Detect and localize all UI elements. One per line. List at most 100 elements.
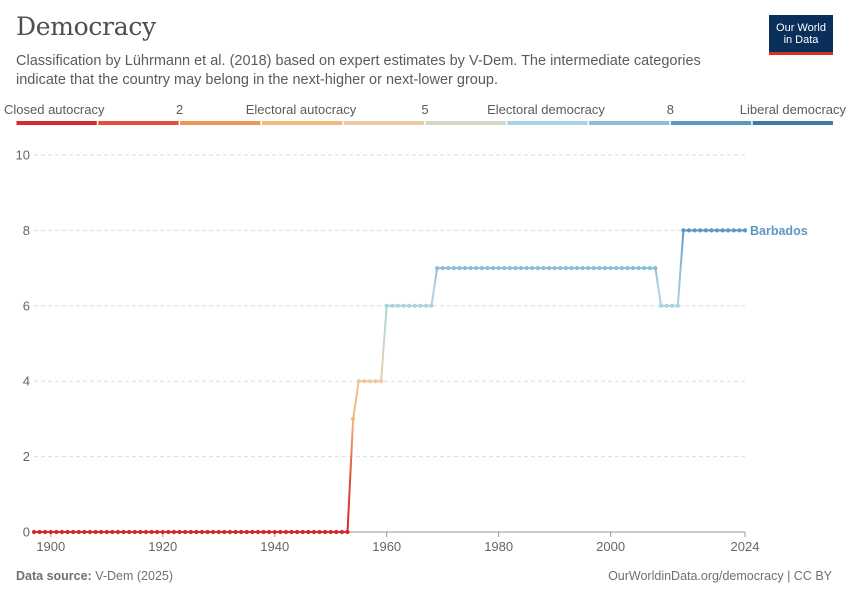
data-point (267, 529, 272, 535)
data-point (395, 303, 400, 308)
data-point (479, 266, 484, 271)
data-point (642, 266, 647, 271)
data-point (619, 266, 624, 271)
data-point (272, 529, 277, 535)
legend-label: 2 (176, 102, 183, 117)
y-tick-label: 8 (23, 223, 30, 238)
data-point (737, 228, 742, 233)
data-point (149, 529, 154, 535)
data-point (71, 529, 76, 535)
data-point (490, 266, 496, 271)
data-point (233, 529, 238, 535)
data-point (160, 529, 165, 535)
data-point (390, 303, 395, 308)
legend-label: 5 (421, 102, 428, 117)
legend-color-segment (180, 121, 261, 125)
series-line-segment (346, 417, 355, 533)
data-point (261, 529, 266, 535)
data-point (423, 303, 428, 308)
data-point (709, 228, 714, 233)
data-point (468, 266, 473, 271)
legend-label: Electoral democracy (487, 102, 605, 117)
data-point (54, 529, 59, 535)
data-point (518, 266, 524, 271)
legend-label: 8 (667, 102, 674, 117)
data-point (227, 529, 233, 535)
data-point (569, 266, 574, 271)
legend-label: Liberal democracy (740, 102, 847, 117)
data-point (658, 303, 664, 308)
data-source-label: Data source: (16, 569, 92, 583)
data-point (451, 266, 456, 271)
legend-color-segment (507, 121, 588, 125)
data-point (127, 529, 132, 535)
owid-logo[interactable]: Our World in Data (769, 15, 833, 55)
data-point (183, 529, 188, 535)
data-point (412, 303, 417, 308)
democracy-chart: Closed autocracy 2 Electoral autocracy 5 Ele… (4, 102, 847, 554)
data-point (115, 529, 121, 535)
data-point (306, 529, 311, 535)
data-point (625, 266, 630, 271)
series-line-segment (352, 380, 360, 420)
data-point (446, 266, 451, 271)
data-point (686, 228, 692, 233)
data-point (339, 529, 345, 535)
data-source: Data source: V-Dem (2025) (16, 569, 173, 583)
data-point (216, 529, 221, 535)
footer-url[interactable]: OurWorldinData.org/democracy | CC BY (608, 569, 832, 583)
data-point (462, 266, 468, 271)
data-point (31, 529, 37, 535)
data-point (351, 416, 356, 421)
y-tick-label: 4 (23, 374, 30, 389)
legend-label: Closed autocracy (4, 102, 105, 117)
data-point (367, 379, 373, 384)
data-point (283, 529, 289, 535)
data-point (440, 266, 445, 271)
data-point (524, 266, 529, 271)
data-point (563, 266, 568, 271)
series-line-segment (654, 267, 663, 307)
data-point (608, 266, 613, 271)
data-point (614, 266, 619, 271)
data-point (507, 266, 512, 271)
data-point (255, 529, 261, 535)
data-point (48, 529, 53, 535)
data-point (664, 303, 669, 308)
data-point (362, 379, 367, 384)
y-tick-label: 6 (23, 298, 30, 313)
logo-line-1: Our World (776, 21, 826, 34)
data-point (558, 266, 563, 271)
data-point (132, 529, 137, 535)
data-source-link[interactable]: V-Dem (2025) (95, 569, 174, 583)
series-line-segment (380, 304, 388, 383)
data-point (726, 228, 731, 233)
data-point (546, 266, 552, 271)
data-point (552, 266, 557, 271)
data-point (295, 529, 300, 535)
data-point (530, 266, 535, 271)
data-point (496, 266, 501, 271)
data-point (289, 529, 294, 535)
data-point (166, 529, 171, 535)
data-point (356, 379, 361, 384)
x-tick-label: 2024 (731, 539, 760, 554)
data-point (574, 266, 580, 271)
page-title: Democracy (16, 12, 156, 41)
data-point (742, 228, 748, 233)
data-point (630, 266, 636, 271)
data-point (406, 303, 412, 308)
data-point (379, 379, 384, 384)
x-tick-label: 1960 (372, 539, 401, 554)
data-point (698, 228, 703, 233)
data-point (602, 266, 608, 271)
legend-color-segment (16, 121, 97, 125)
data-point (171, 529, 177, 535)
data-point (418, 303, 423, 308)
data-point (37, 529, 42, 535)
series-label: Barbados (750, 224, 808, 238)
data-point (474, 266, 479, 271)
data-point (211, 529, 216, 535)
data-point (670, 303, 675, 308)
data-point (59, 529, 65, 535)
